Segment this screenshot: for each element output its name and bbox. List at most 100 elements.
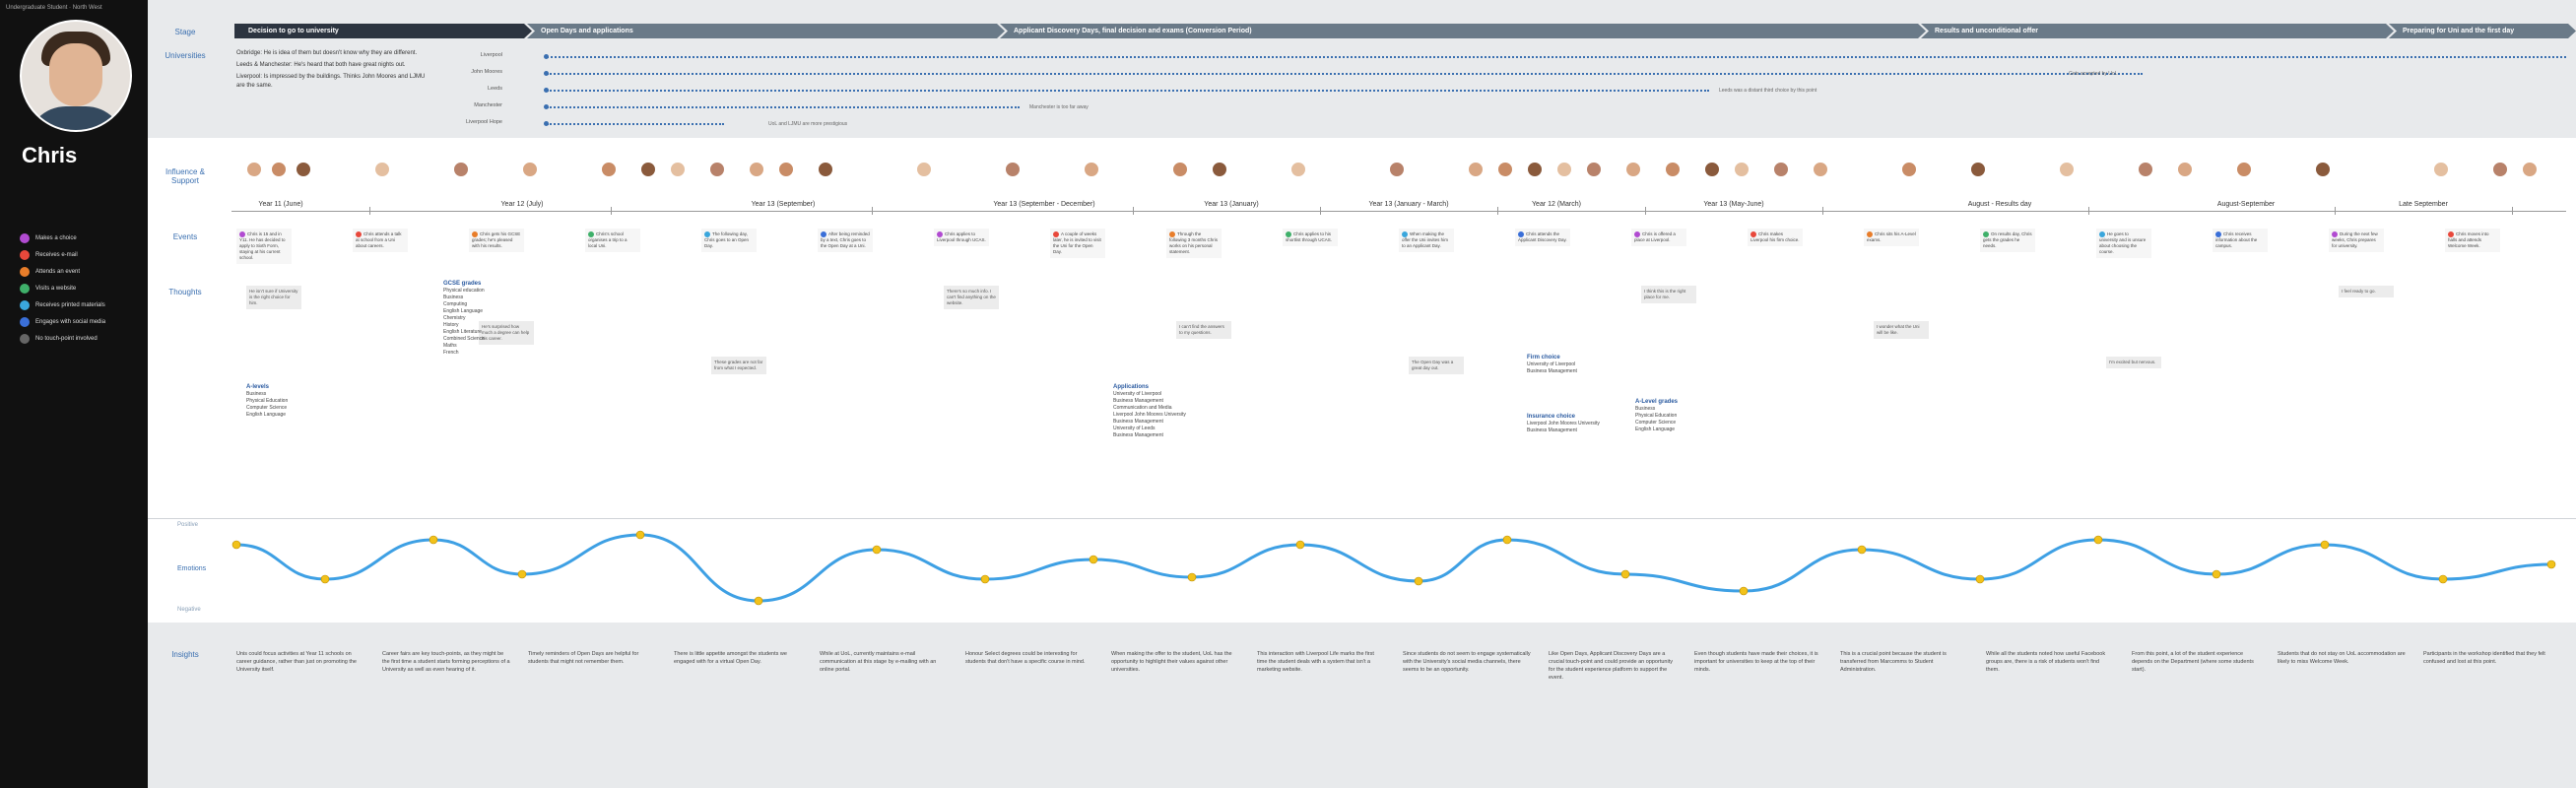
emoji-face-icon [320,574,330,584]
event-card: A couple of weeks later, he is invited t… [1050,229,1105,259]
touchpoint-icon [1053,231,1059,237]
emoji-face-icon [1739,586,1749,596]
event-text: Chris's school organises a trip to a loc… [588,231,627,249]
influencer-avatar-icon [1172,162,1188,177]
period-label: Late September [2399,201,2448,208]
event-text: Chris gets his GCSE grades; he's pleased… [472,231,521,249]
influencer-avatar-icon [1734,162,1750,177]
event-card: Chris makes Liverpool his firm choice. [1748,229,1803,247]
influence-row-label: Influence & Support [165,167,206,185]
uni-text-liverpool: Liverpool: Is impressed by the buildings… [236,74,426,89]
period-label: Year 12 (July) [500,201,544,208]
stage-preparing: Preparing for Uni and the first day [2389,24,2576,38]
knowledge-item: English Language [443,308,484,314]
thought-bubble: He isn't sure if University is the right… [246,286,301,309]
persona-name: Chris [22,143,78,167]
period-label: Year 13 (May-June) [1703,201,1764,208]
uni-dot-liverpool-hope [544,121,549,126]
knowledge-item: French [443,350,459,356]
knowledge-item: Computing [443,301,468,307]
insight-text: Unis could focus activities at Year 11 s… [236,651,357,673]
knowledge-item: Physical Education [1635,413,1678,419]
touchpoint-icon [356,231,362,237]
influencer-avatar-icon [1005,162,1021,177]
event-card: Chris's school organises a trip to a loc… [585,229,640,253]
stage-row-label: Stage [174,28,196,36]
influencer-avatar-icon [818,162,833,177]
influencer-avatar-icon [2177,162,2193,177]
insights-panel [148,623,2576,788]
knowledge-title: GCSE grades [443,281,482,287]
touchpoint-icon [704,231,710,237]
insight-text: From this point, a lot of the student ex… [2132,651,2254,673]
emoji-face-icon [2320,540,2330,550]
period-label: Year 13 (September - December) [993,201,1095,208]
event-card: Chris applies to Liverpool through UCAS. [934,229,989,247]
influencer-avatar-icon [1901,162,1917,177]
influencer-avatar-icon [2522,162,2538,177]
influencer-avatar-icon [1497,162,1513,177]
uni-note-hope: UoL and LJMU are more prestigious [768,121,848,127]
legend-label: Visits a website [35,286,77,292]
knowledge-box: Firm choice University of Liverpool Busine… [1527,355,1606,375]
knowledge-item: Maths [443,343,457,349]
stage-decision: Decision to go to university [234,24,532,38]
emoji-face-icon [1295,540,1305,550]
touchpoint-icon [2099,231,2105,237]
period-label: Year 13 (September) [751,201,816,208]
knowledge-box: GCSE grades Physical education Business Com… [443,281,522,357]
knowledge-item: Business Management [1527,427,1577,433]
legend-item: Receives printed materials [20,299,105,311]
uni-name-john-moores: John Moores [471,69,502,75]
emotions-row-label: Emotions [177,565,207,572]
touchpoint-icon [1634,231,1640,237]
thought-bubble: I feel ready to go. [2339,286,2394,297]
knowledge-box: A-levels Business Physical Education Comput… [246,384,325,419]
knowledge-item: Liverpool John Moores University [1527,421,1600,427]
emoji-face-icon [1089,555,1098,564]
emotion-positive-label: Positive [177,522,199,528]
emoji-face-icon [429,535,438,545]
touchpoint-icon [821,231,826,237]
knowledge-item: Business Management [1527,368,1577,374]
knowledge-item: Physical Education [246,398,289,404]
uni-dot-liverpool [544,54,549,59]
knowledge-title: Insurance choice [1527,414,1576,420]
uni-name-manchester: Manchester [474,102,502,108]
knowledge-item: University of Leeds [1113,426,1156,431]
event-card: Chris moves into halls and attends Welco… [2445,229,2500,253]
influencer-avatar-icon [1704,162,1720,177]
thought-bubble: I wonder what the Uni will be like. [1874,321,1929,339]
legend-item: Attends an event [20,266,80,278]
thought-bubble: I'm excited but nervous. [2106,357,2161,368]
uni-line-john-moores [547,73,2143,75]
uni-line-liverpool-hope [547,123,724,125]
event-text: Chris is 15 and in Y11. He has decided t… [239,231,286,261]
uni-dot-leeds [544,88,549,93]
touchpoint-icon [1402,231,1408,237]
knowledge-item: Liverpool John Moores University [1113,412,1186,418]
legend-item: Makes a choice [20,232,77,244]
knowledge-item: Computer Science [246,405,288,411]
influencer-avatar-icon [778,162,794,177]
emoji-face-icon [2212,569,2221,579]
event-card: Chris applies to his shortlist through U… [1283,229,1338,247]
thought-bubble: The Open Day was a great day out. [1409,357,1464,374]
emotion-negative-label: Negative [177,607,201,613]
uni-name-liverpool: Liverpool [480,52,502,58]
uni-note-accepted: Gets accepted by UoL [2069,71,2118,77]
legend-label: Engages with social media [35,319,106,325]
legend-swatch-icon [20,233,30,243]
event-card: After being reminded by a text, Chris go… [818,229,873,253]
event-text: The following day, Chris goes to an Open… [704,231,750,249]
knowledge-item: Business [443,295,464,300]
legend-item: Receives e-mail [20,249,78,261]
influencer-avatar-icon [374,162,390,177]
emoji-face-icon [517,569,527,579]
influencer-avatar-icon [1665,162,1681,177]
insight-text: While all the students noted how useful … [1986,651,2106,673]
knowledge-title: A-Level grades [1635,399,1679,405]
emotion-curve [231,530,2556,606]
insight-text: Like Open Days, Applicant Discovery Days… [1549,651,1673,681]
event-text: Chris attends the Applicant Discovery Da… [1518,231,1567,243]
